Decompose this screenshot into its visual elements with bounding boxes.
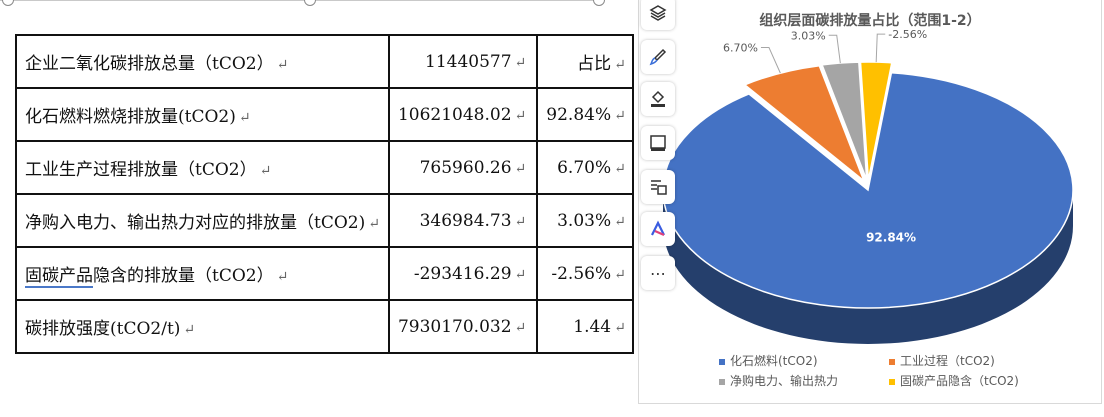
row-share: 1.44 xyxy=(573,316,612,337)
table-row: 化石燃料燃烧排放量(tCO2) ↵ 10621048.02 ↵ 92.84% ↵ xyxy=(15,87,634,142)
data-label: -2.56% xyxy=(888,30,927,41)
legend-label: 化石燃料(tCO2) xyxy=(730,354,818,368)
table-row: 碳排放强度(tCO2/t) ↵ 7930170.032 ↵ 1.44 ↵ xyxy=(15,299,634,354)
legend-swatch xyxy=(719,358,725,365)
paragraph-mark-icon: ↵ xyxy=(614,57,626,73)
row-label: 企业二氧化碳排放总量（tCO2） xyxy=(25,54,274,74)
paragraph-mark-icon: ↵ xyxy=(514,54,527,71)
row-value: 10621048.02 xyxy=(397,104,512,125)
pie-slice xyxy=(743,64,866,184)
ai-logo-icon[interactable] xyxy=(641,212,675,246)
alt-text-icon[interactable] xyxy=(641,170,675,204)
row-value: 7930170.032 xyxy=(397,316,512,337)
frame-icon[interactable] xyxy=(641,126,675,160)
row-value: 346984.73 xyxy=(419,210,512,231)
legend-swatch xyxy=(889,378,895,385)
paint-bucket-icon[interactable] xyxy=(641,82,675,116)
paragraph-mark-icon: ↵ xyxy=(614,319,626,336)
legend-item: 化石燃料(tCO2) xyxy=(719,352,818,369)
chart-toolbar: ⋯ xyxy=(641,0,677,290)
legend-swatch xyxy=(719,378,725,385)
paragraph-mark-icon: ↵ xyxy=(614,107,626,124)
row-label: 化石燃料燃烧排放量(tCO2) xyxy=(25,107,236,127)
table-row: 企业二氧化碳排放总量（tCO2） ↵ 11440577 ↵ 占比 ↵ xyxy=(15,34,634,89)
table-row: 工业生产过程排放量（tCO2） ↵ 765960.26 ↵ 6.70% ↵ xyxy=(15,140,634,195)
pie-slice xyxy=(859,61,893,181)
chart-panel[interactable]: 组织层面碳排放量占比（范围1-2） 92.84% 6.70% 3.03% -2.56%… xyxy=(638,0,1102,404)
leader-line xyxy=(828,34,841,64)
paragraph-mark-icon: ↵ xyxy=(514,160,527,177)
row-share: -2.56% xyxy=(551,263,612,284)
row-share: 占比 xyxy=(577,54,612,74)
pie-slice xyxy=(821,61,868,181)
table-row: 净购入电力、输出热力对应的排放量（tCO2) ↵ 346984.73 ↵ 3.03% ↵ xyxy=(15,193,634,248)
legend-item: 净购电力、输出热力 xyxy=(719,372,838,389)
data-label: 6.70% xyxy=(723,42,758,55)
row-label: 碳排放强度(tCO2/t) xyxy=(25,319,181,339)
leader-line xyxy=(760,47,781,74)
row-label: 工业生产过程排放量（tCO2） xyxy=(25,160,257,180)
selection-border xyxy=(0,0,600,1)
row-label: 固碳产品隐含的排放量（tCO2） xyxy=(25,266,274,288)
legend-label: 净购电力、输出热力 xyxy=(730,374,839,388)
row-share: 6.70% xyxy=(557,157,612,178)
row-value: 765960.26 xyxy=(419,157,512,178)
paragraph-mark-icon: ↵ xyxy=(614,266,626,283)
legend-swatch xyxy=(889,358,895,365)
paragraph-mark-icon: ↵ xyxy=(514,266,527,283)
chart-title: 组织层面碳排放量占比（范围1-2） xyxy=(759,13,981,29)
pie-chart: 92.84% 6.70% 3.03% -2.56% xyxy=(662,30,1074,344)
leader-line xyxy=(875,33,886,63)
legend-label: 固碳产品隐含（tCO2) xyxy=(900,374,1019,388)
legend-item: 工业过程（tCO2) xyxy=(889,352,995,369)
paragraph-mark-icon: ↵ xyxy=(514,213,527,230)
paragraph-mark-icon: ↵ xyxy=(238,110,251,126)
layers-icon[interactable] xyxy=(641,0,675,30)
legend-label: 工业过程（tCO2) xyxy=(900,354,995,368)
emissions-table: 企业二氧化碳排放总量（tCO2） ↵ 11440577 ↵ 占比 ↵ 化石燃料燃烧排放量(t… xyxy=(15,34,634,354)
row-share: 92.84% xyxy=(546,104,612,125)
resize-handle-middle[interactable] xyxy=(304,0,316,6)
paragraph-mark-icon: ↵ xyxy=(276,57,289,73)
paragraph-mark-icon: ↵ xyxy=(276,269,289,285)
data-label: 3.03% xyxy=(791,30,826,42)
more-icon[interactable]: ⋯ xyxy=(641,256,675,290)
paragraph-mark-icon: ↵ xyxy=(368,216,380,232)
brush-icon[interactable] xyxy=(641,40,675,74)
table-row: 固碳产品隐含的排放量（tCO2） ↵ -293416.29 ↵ -2.56% ↵ xyxy=(15,246,634,301)
data-label: 92.84% xyxy=(866,230,916,244)
paragraph-mark-icon: ↵ xyxy=(514,319,527,336)
resize-handle-left[interactable] xyxy=(2,0,14,6)
legend-item: 固碳产品隐含（tCO2) xyxy=(889,372,1019,389)
row-value: 11440577 xyxy=(425,51,512,72)
paragraph-mark-icon: ↵ xyxy=(259,163,272,179)
paragraph-mark-icon: ↵ xyxy=(614,160,626,177)
pie-slice-side xyxy=(663,190,1073,344)
row-label: 净购入电力、输出热力对应的排放量（tCO2) xyxy=(25,213,366,233)
resize-handle-right[interactable] xyxy=(593,0,605,6)
paragraph-mark-icon: ↵ xyxy=(183,322,196,338)
row-share: 3.03% xyxy=(557,210,612,231)
paragraph-mark-icon: ↵ xyxy=(614,213,626,230)
row-value: -293416.29 xyxy=(413,263,512,284)
paragraph-mark-icon: ↵ xyxy=(514,107,527,124)
